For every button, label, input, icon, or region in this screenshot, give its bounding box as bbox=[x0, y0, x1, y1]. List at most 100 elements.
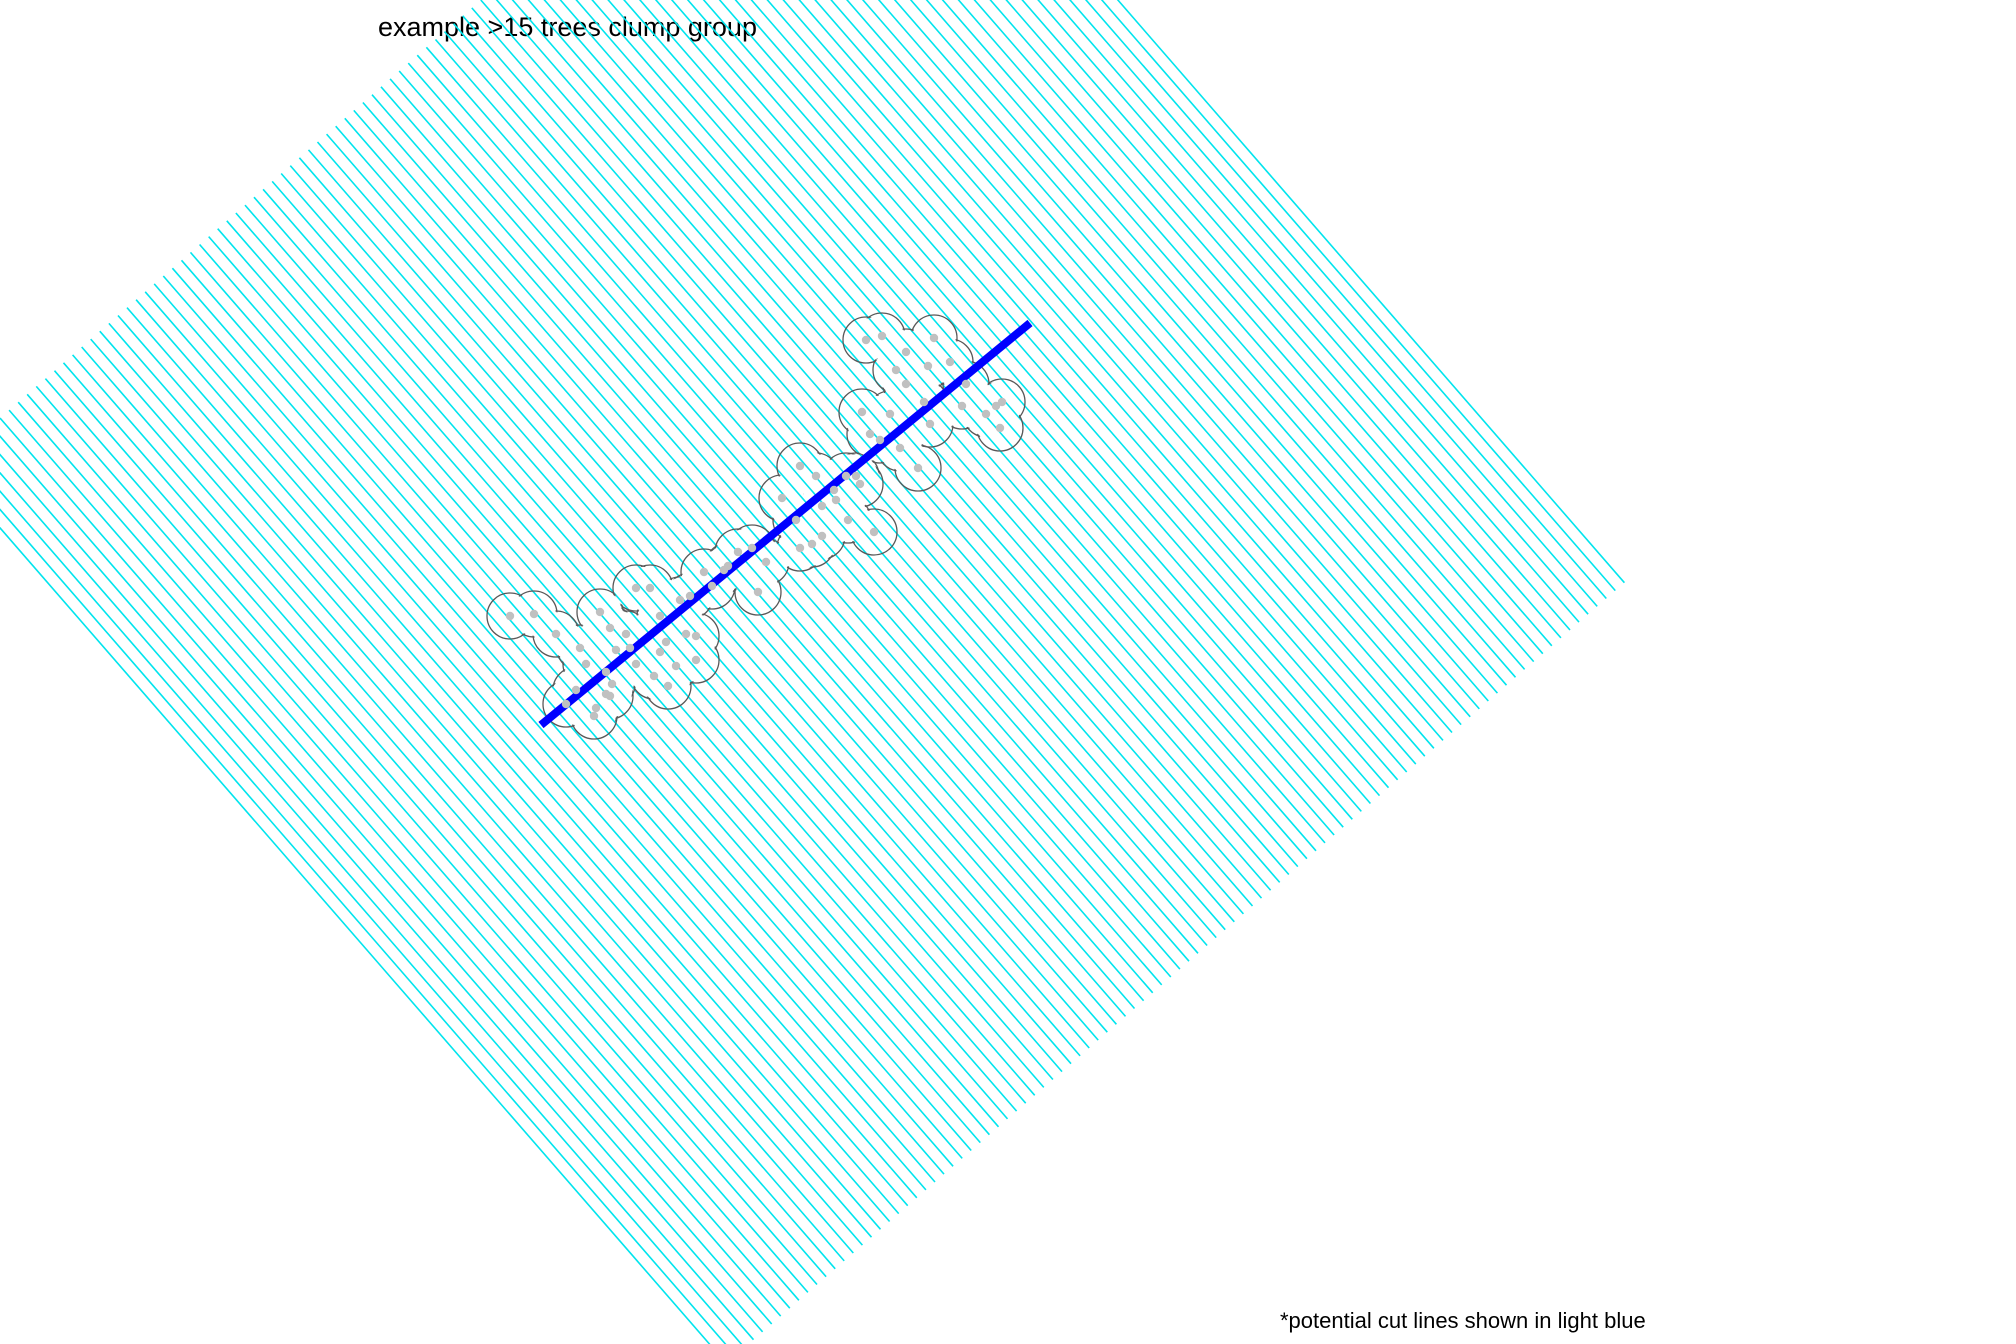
tree-point bbox=[875, 435, 885, 445]
cut-line bbox=[1021, 0, 1571, 631]
tree-point bbox=[929, 333, 939, 343]
tree-point bbox=[981, 409, 991, 419]
cut-line bbox=[0, 471, 755, 1341]
cut-line bbox=[253, 196, 1036, 1096]
tree-point bbox=[877, 331, 887, 341]
cut-line bbox=[591, 0, 1326, 844]
tree-point bbox=[649, 671, 659, 681]
clump-outline-arc bbox=[612, 564, 660, 612]
cut-line bbox=[989, 0, 1553, 647]
clump-outline-arc bbox=[652, 642, 700, 690]
tree-point bbox=[591, 703, 601, 713]
tree-point bbox=[843, 515, 853, 525]
tree-point bbox=[681, 629, 691, 639]
clump-outline-arc bbox=[894, 444, 942, 492]
cut-line bbox=[153, 283, 936, 1183]
clump-outline-arc bbox=[798, 512, 846, 560]
cut-line bbox=[893, 0, 1499, 694]
cut-line bbox=[0, 435, 773, 1325]
tree-point bbox=[807, 539, 817, 549]
cut-line bbox=[99, 330, 882, 1230]
cut-line bbox=[71, 354, 854, 1254]
cut-line bbox=[957, 0, 1535, 663]
tree-point bbox=[589, 711, 599, 721]
clump-outline-arc bbox=[728, 524, 776, 572]
cut-line bbox=[108, 322, 891, 1223]
cut-line bbox=[511, 0, 1281, 883]
cut-line bbox=[973, 0, 1544, 655]
clump-outline-arc bbox=[900, 378, 948, 426]
clump-outline-arc bbox=[656, 576, 704, 624]
tree-point bbox=[723, 561, 733, 571]
clump-outline-arc bbox=[630, 652, 678, 700]
clump-outline-arc bbox=[704, 542, 752, 590]
tree-point bbox=[895, 443, 905, 453]
clump-outline-arc bbox=[856, 416, 904, 464]
tree-point bbox=[795, 461, 805, 471]
cut-line bbox=[782, 0, 1435, 749]
cut-line bbox=[1005, 0, 1562, 639]
tree-point bbox=[913, 463, 923, 473]
cut-line bbox=[44, 378, 827, 1278]
cut-line bbox=[654, 0, 1362, 812]
tree-point bbox=[901, 379, 911, 389]
cut-line bbox=[798, 0, 1444, 741]
tree-point bbox=[529, 609, 539, 619]
tree-point bbox=[831, 495, 841, 505]
cut-line bbox=[670, 0, 1372, 805]
clump-outline-arc bbox=[858, 312, 906, 360]
clump-outline-arc bbox=[962, 390, 1010, 438]
clump-outline-arc bbox=[798, 482, 846, 530]
clump-outline-arc bbox=[688, 562, 736, 610]
tree-point bbox=[671, 661, 681, 671]
tree-point bbox=[869, 527, 879, 537]
tree-point bbox=[945, 357, 955, 367]
tree-point bbox=[605, 623, 615, 633]
cut-line bbox=[0, 526, 711, 1344]
cut-line bbox=[35, 385, 818, 1286]
tree-point bbox=[691, 631, 701, 641]
tree-point bbox=[857, 407, 867, 417]
tree-point bbox=[605, 691, 615, 701]
cut-line bbox=[0, 417, 782, 1317]
tree-point bbox=[645, 583, 655, 593]
tree-point bbox=[505, 611, 515, 621]
tree-points bbox=[505, 331, 1007, 721]
clump-outline-arc bbox=[776, 524, 824, 572]
cut-line bbox=[750, 0, 1417, 765]
cut-line bbox=[877, 0, 1489, 702]
tree-point bbox=[663, 681, 673, 691]
clump-outline-arc bbox=[570, 692, 618, 740]
cut-line bbox=[0, 508, 727, 1344]
clump-outline-arc bbox=[626, 564, 674, 612]
cut-line bbox=[734, 0, 1408, 773]
tree-point bbox=[777, 493, 787, 503]
clump-outline-arc bbox=[734, 568, 782, 616]
tree-point bbox=[733, 547, 743, 557]
tree-point bbox=[675, 595, 685, 605]
cut-line bbox=[686, 0, 1381, 797]
clump-outline-arc bbox=[772, 496, 820, 544]
tree-point bbox=[925, 419, 935, 429]
cut-line bbox=[607, 0, 1335, 836]
cut-line bbox=[244, 204, 1027, 1104]
tree-point bbox=[961, 379, 971, 389]
clump-outline-arc bbox=[606, 624, 654, 672]
cut-line bbox=[171, 267, 954, 1167]
clump-outline-arc bbox=[872, 346, 920, 394]
clump-outline-arc bbox=[576, 588, 624, 636]
cut-line bbox=[62, 362, 845, 1262]
chart-caption: *potential cut lines shown in light blue bbox=[1280, 1308, 1646, 1333]
clump-outline-arc bbox=[758, 474, 806, 522]
clump-outline-arc bbox=[822, 452, 870, 500]
tree-point bbox=[561, 699, 571, 709]
cut-line bbox=[26, 393, 809, 1293]
cut-line bbox=[941, 0, 1526, 670]
cut-line bbox=[0, 490, 743, 1344]
clump-outline-arc bbox=[532, 610, 580, 658]
selected-cut-line-group bbox=[538, 319, 1033, 729]
cut-line bbox=[623, 0, 1344, 828]
cut-line bbox=[830, 0, 1462, 726]
clump-outline-arc bbox=[910, 314, 958, 362]
tree-point bbox=[861, 335, 871, 345]
